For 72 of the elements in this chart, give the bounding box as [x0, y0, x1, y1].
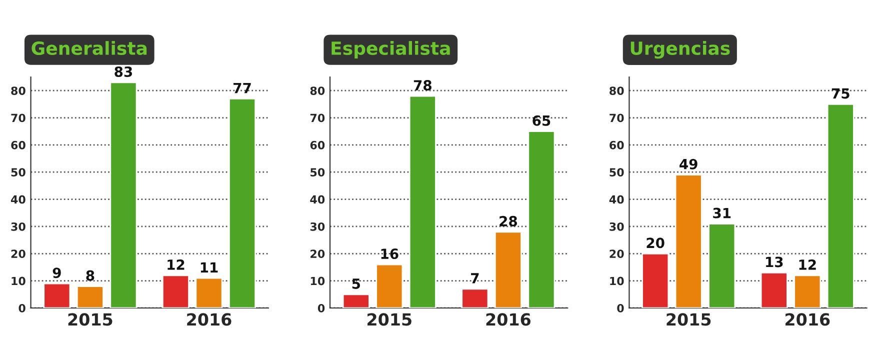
- bar: [461, 288, 489, 308]
- y-tick-label: 40: [609, 195, 624, 204]
- y-tick-label: 50: [610, 168, 624, 176]
- bar: [76, 286, 104, 308]
- x-tick-label: 2015: [68, 313, 112, 326]
- chart-title: Especialista: [332, 41, 450, 59]
- bar: [794, 274, 822, 308]
- y-tick-label: 10: [12, 276, 26, 286]
- data-label: 8: [86, 270, 94, 281]
- y-tick-label: 30: [11, 222, 26, 231]
- bar: [760, 272, 788, 308]
- bar: [642, 252, 670, 308]
- y-tick-label: 40: [310, 195, 325, 204]
- y-tick-label: 20: [11, 250, 26, 258]
- bar: [674, 174, 702, 308]
- data-label: 20: [646, 238, 664, 248]
- y-tick-label: 70: [610, 114, 624, 122]
- y-tick-label: 20: [610, 250, 624, 258]
- y-tick-label: 20: [310, 250, 325, 258]
- data-label: 12: [168, 259, 184, 270]
- x-tick-label: 2015: [666, 313, 711, 326]
- data-label: 16: [381, 248, 398, 260]
- y-tick-label: 60: [310, 140, 325, 150]
- bar: [408, 95, 436, 308]
- y-tick-label: 0: [18, 304, 26, 312]
- data-label: 75: [832, 88, 850, 99]
- data-label: 12: [799, 259, 816, 270]
- x-tick-label: 2016: [486, 313, 530, 326]
- y-tick-label: 60: [610, 140, 624, 150]
- y-tick-label: 0: [617, 304, 624, 312]
- y-tick-label: 30: [310, 222, 325, 231]
- data-label: 11: [200, 262, 218, 272]
- y-tick-label: 10: [610, 276, 624, 286]
- y-tick-label: 30: [610, 222, 624, 231]
- bar: [528, 130, 556, 308]
- data-label: 13: [766, 256, 783, 268]
- y-tick-label: 60: [11, 140, 26, 150]
- x-tick-label: 2016: [187, 313, 232, 326]
- bar: [494, 231, 522, 308]
- y-tick-label: 70: [310, 114, 325, 122]
- chart-title: Urgencias: [630, 41, 730, 59]
- data-label: 5: [352, 278, 360, 289]
- y-tick-label: 80: [310, 86, 325, 95]
- y-tick-label: 10: [310, 276, 325, 286]
- y-tick-label: 40: [10, 195, 26, 204]
- bar: [110, 82, 138, 308]
- bar: [195, 277, 223, 308]
- data-label: 31: [713, 208, 731, 218]
- data-label: 78: [414, 80, 432, 91]
- y-tick-label: 50: [310, 168, 325, 176]
- bar: [228, 98, 256, 308]
- data-label: 9: [52, 268, 61, 278]
- bar: [376, 264, 404, 308]
- y-tick-label: 0: [318, 304, 325, 312]
- bar: [162, 274, 190, 308]
- data-label: 49: [680, 158, 698, 170]
- bar: [708, 223, 736, 308]
- y-tick-label: 80: [11, 86, 26, 95]
- x-tick-label: 2016: [786, 313, 830, 326]
- data-label: 83: [114, 66, 132, 77]
- bar: [342, 294, 370, 308]
- data-label: 7: [471, 273, 479, 284]
- x-tick-label: 2015: [368, 313, 412, 326]
- y-tick-label: 80: [610, 86, 624, 95]
- data-label: 28: [500, 216, 517, 226]
- data-label: 65: [532, 115, 550, 126]
- chart-title: Generalista: [32, 41, 147, 56]
- y-tick-label: 50: [11, 168, 26, 176]
- bar: [43, 282, 71, 308]
- data-label: 77: [234, 82, 251, 94]
- y-tick-label: 70: [11, 114, 26, 122]
- bar: [826, 103, 854, 308]
